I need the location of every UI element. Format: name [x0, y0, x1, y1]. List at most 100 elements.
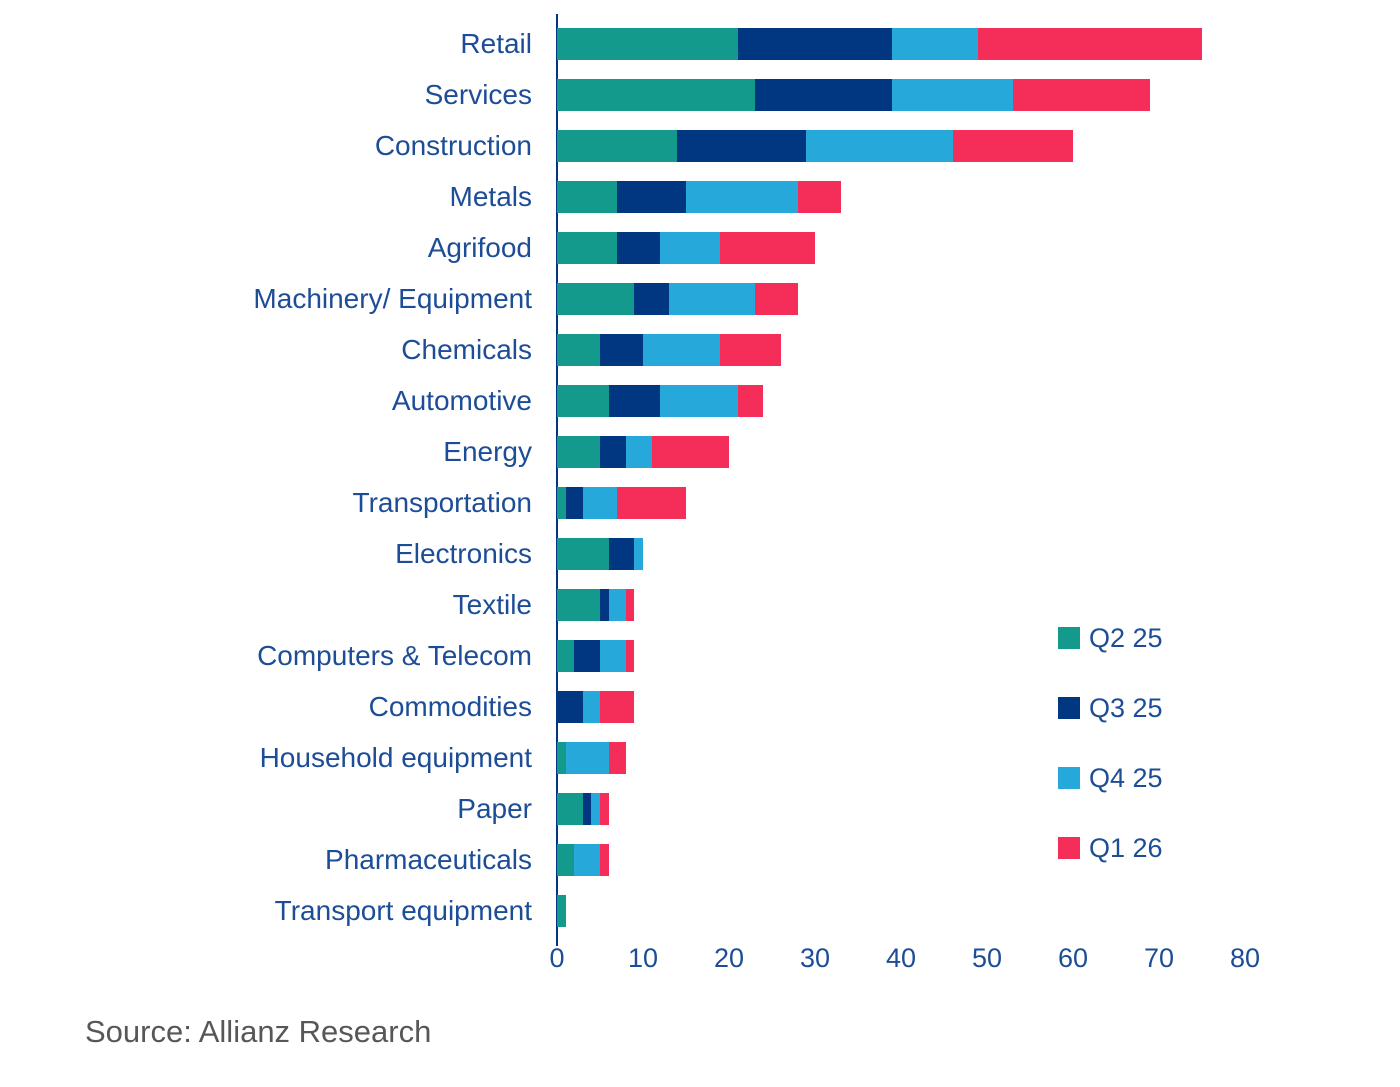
- legend-label: Q2 25: [1089, 622, 1163, 653]
- chart-row: Agrifood: [0, 222, 1400, 273]
- legend-item: Q1 26: [1058, 834, 1163, 862]
- bar-segment-q2-25: [557, 180, 618, 213]
- category-label: Electronics: [395, 537, 532, 569]
- bar-segment-q4-25: [591, 792, 600, 825]
- bar-segment-q2-25: [557, 741, 566, 774]
- bar-segment-q4-25: [608, 588, 626, 621]
- bar-segment-q4-25: [582, 690, 600, 723]
- bar-segment-q2-25: [557, 792, 583, 825]
- legend: Q2 25 Q3 25 Q4 25 Q1 26: [1058, 624, 1163, 904]
- bar-segment-q2-25: [557, 486, 566, 519]
- category-label: Paper: [457, 792, 532, 824]
- bar-track: [557, 27, 1202, 60]
- chart-row: Automotive: [0, 375, 1400, 426]
- chart-row: Metals: [0, 171, 1400, 222]
- x-axis-tick-label: 30: [799, 943, 831, 973]
- category-label: Retail: [460, 27, 532, 59]
- bar-segment-q4-25: [574, 843, 600, 876]
- bar-track: [557, 843, 609, 876]
- category-label: Textile: [452, 588, 532, 620]
- legend-item: Q4 25: [1058, 764, 1163, 792]
- category-label: Services: [424, 78, 532, 110]
- category-label: Machinery/ Equipment: [253, 282, 532, 314]
- bar-segment-q4-25: [582, 486, 618, 519]
- bar-segment-q4-25: [643, 333, 721, 366]
- chart-row: Transport equipment: [0, 885, 1400, 936]
- bar-segment-q4-25: [668, 282, 755, 315]
- chart-row: Energy: [0, 426, 1400, 477]
- x-axis-tick-label: 40: [885, 943, 917, 973]
- bar-segment-q3-25: [582, 792, 592, 825]
- x-axis-tick-label: 70: [1143, 943, 1175, 973]
- bar-segment-q1-26: [737, 384, 764, 417]
- chart-row: Paper: [0, 783, 1400, 834]
- bar-track: [557, 129, 1073, 162]
- bar-segment-q1-26: [599, 792, 609, 825]
- bar-segment-q1-26: [797, 180, 841, 213]
- bar-track: [557, 894, 566, 927]
- bar-segment-q3-25: [634, 282, 669, 315]
- bar-segment-q3-25: [565, 486, 583, 519]
- bar-segment-q1-26: [608, 741, 626, 774]
- bar-segment-q2-25: [557, 282, 635, 315]
- bar-segment-q3-25: [600, 333, 643, 366]
- bar-track: [557, 333, 781, 366]
- legend-label: Q4 25: [1089, 762, 1163, 793]
- bar-segment-q4-25: [660, 384, 738, 417]
- bar-track: [557, 690, 635, 723]
- bar-segment-q2-25: [557, 843, 575, 876]
- bar-segment-q1-26: [599, 843, 609, 876]
- y-axis-line: [556, 14, 558, 946]
- category-label: Automotive: [391, 384, 532, 416]
- chart-row: Transportation: [0, 477, 1400, 528]
- bar-segment-q4-25: [892, 78, 1013, 111]
- bar-segment-q1-26: [617, 486, 686, 519]
- legend-label: Q3 25: [1089, 692, 1163, 723]
- bar-segment-q2-25: [557, 537, 609, 570]
- x-axis-tick-label: 10: [627, 943, 659, 973]
- bar-track: [557, 384, 764, 417]
- chart-row: Commodities: [0, 681, 1400, 732]
- category-label: Agrifood: [427, 231, 532, 263]
- bar-segment-q3-25: [557, 690, 583, 723]
- bar-segment-q2-25: [557, 129, 678, 162]
- bar-track: [557, 180, 841, 213]
- bar-segment-q1-26: [754, 282, 798, 315]
- bar-track: [557, 639, 635, 672]
- bar-segment-q2-25: [557, 231, 618, 264]
- bar-segment-q4-25: [892, 27, 979, 60]
- legend-item: Q3 25: [1058, 694, 1163, 722]
- category-label: Metals: [449, 180, 532, 212]
- chart-row: Pharmaceuticals: [0, 834, 1400, 885]
- bar-segment-q4-25: [806, 129, 953, 162]
- bar-segment-q2-25: [557, 384, 609, 417]
- bar-segment-q1-26: [599, 690, 635, 723]
- bar-rows-container: Retail Services Construction Metals Agrifood…: [0, 18, 1400, 936]
- bar-segment-q4-25: [599, 639, 626, 672]
- bar-segment-q2-25: [557, 333, 600, 366]
- category-label: Chemicals: [401, 333, 532, 365]
- bar-segment-q4-25: [625, 435, 652, 468]
- category-label: Commodities: [368, 690, 532, 722]
- bar-segment-q1-26: [720, 333, 781, 366]
- chart-row: Electronics: [0, 528, 1400, 579]
- bar-segment-q2-25: [557, 27, 738, 60]
- legend-swatch-icon: [1058, 697, 1080, 719]
- chart-row: Construction: [0, 120, 1400, 171]
- chart-row: Retail: [0, 18, 1400, 69]
- bar-track: [557, 282, 798, 315]
- bar-track: [557, 741, 626, 774]
- bar-segment-q3-25: [574, 639, 600, 672]
- category-label: Household equipment: [259, 741, 532, 773]
- legend-item: Q2 25: [1058, 624, 1163, 652]
- bar-track: [557, 588, 635, 621]
- bar-segment-q4-25: [634, 537, 643, 570]
- category-label: Computers & Telecom: [257, 639, 532, 671]
- chart-row: Textile: [0, 579, 1400, 630]
- bar-segment-q1-26: [625, 588, 635, 621]
- x-axis-tick-label: 0: [549, 943, 565, 973]
- bar-track: [557, 78, 1151, 111]
- bar-track: [557, 537, 643, 570]
- bar-segment-q3-25: [608, 537, 635, 570]
- bar-segment-q1-26: [625, 639, 635, 672]
